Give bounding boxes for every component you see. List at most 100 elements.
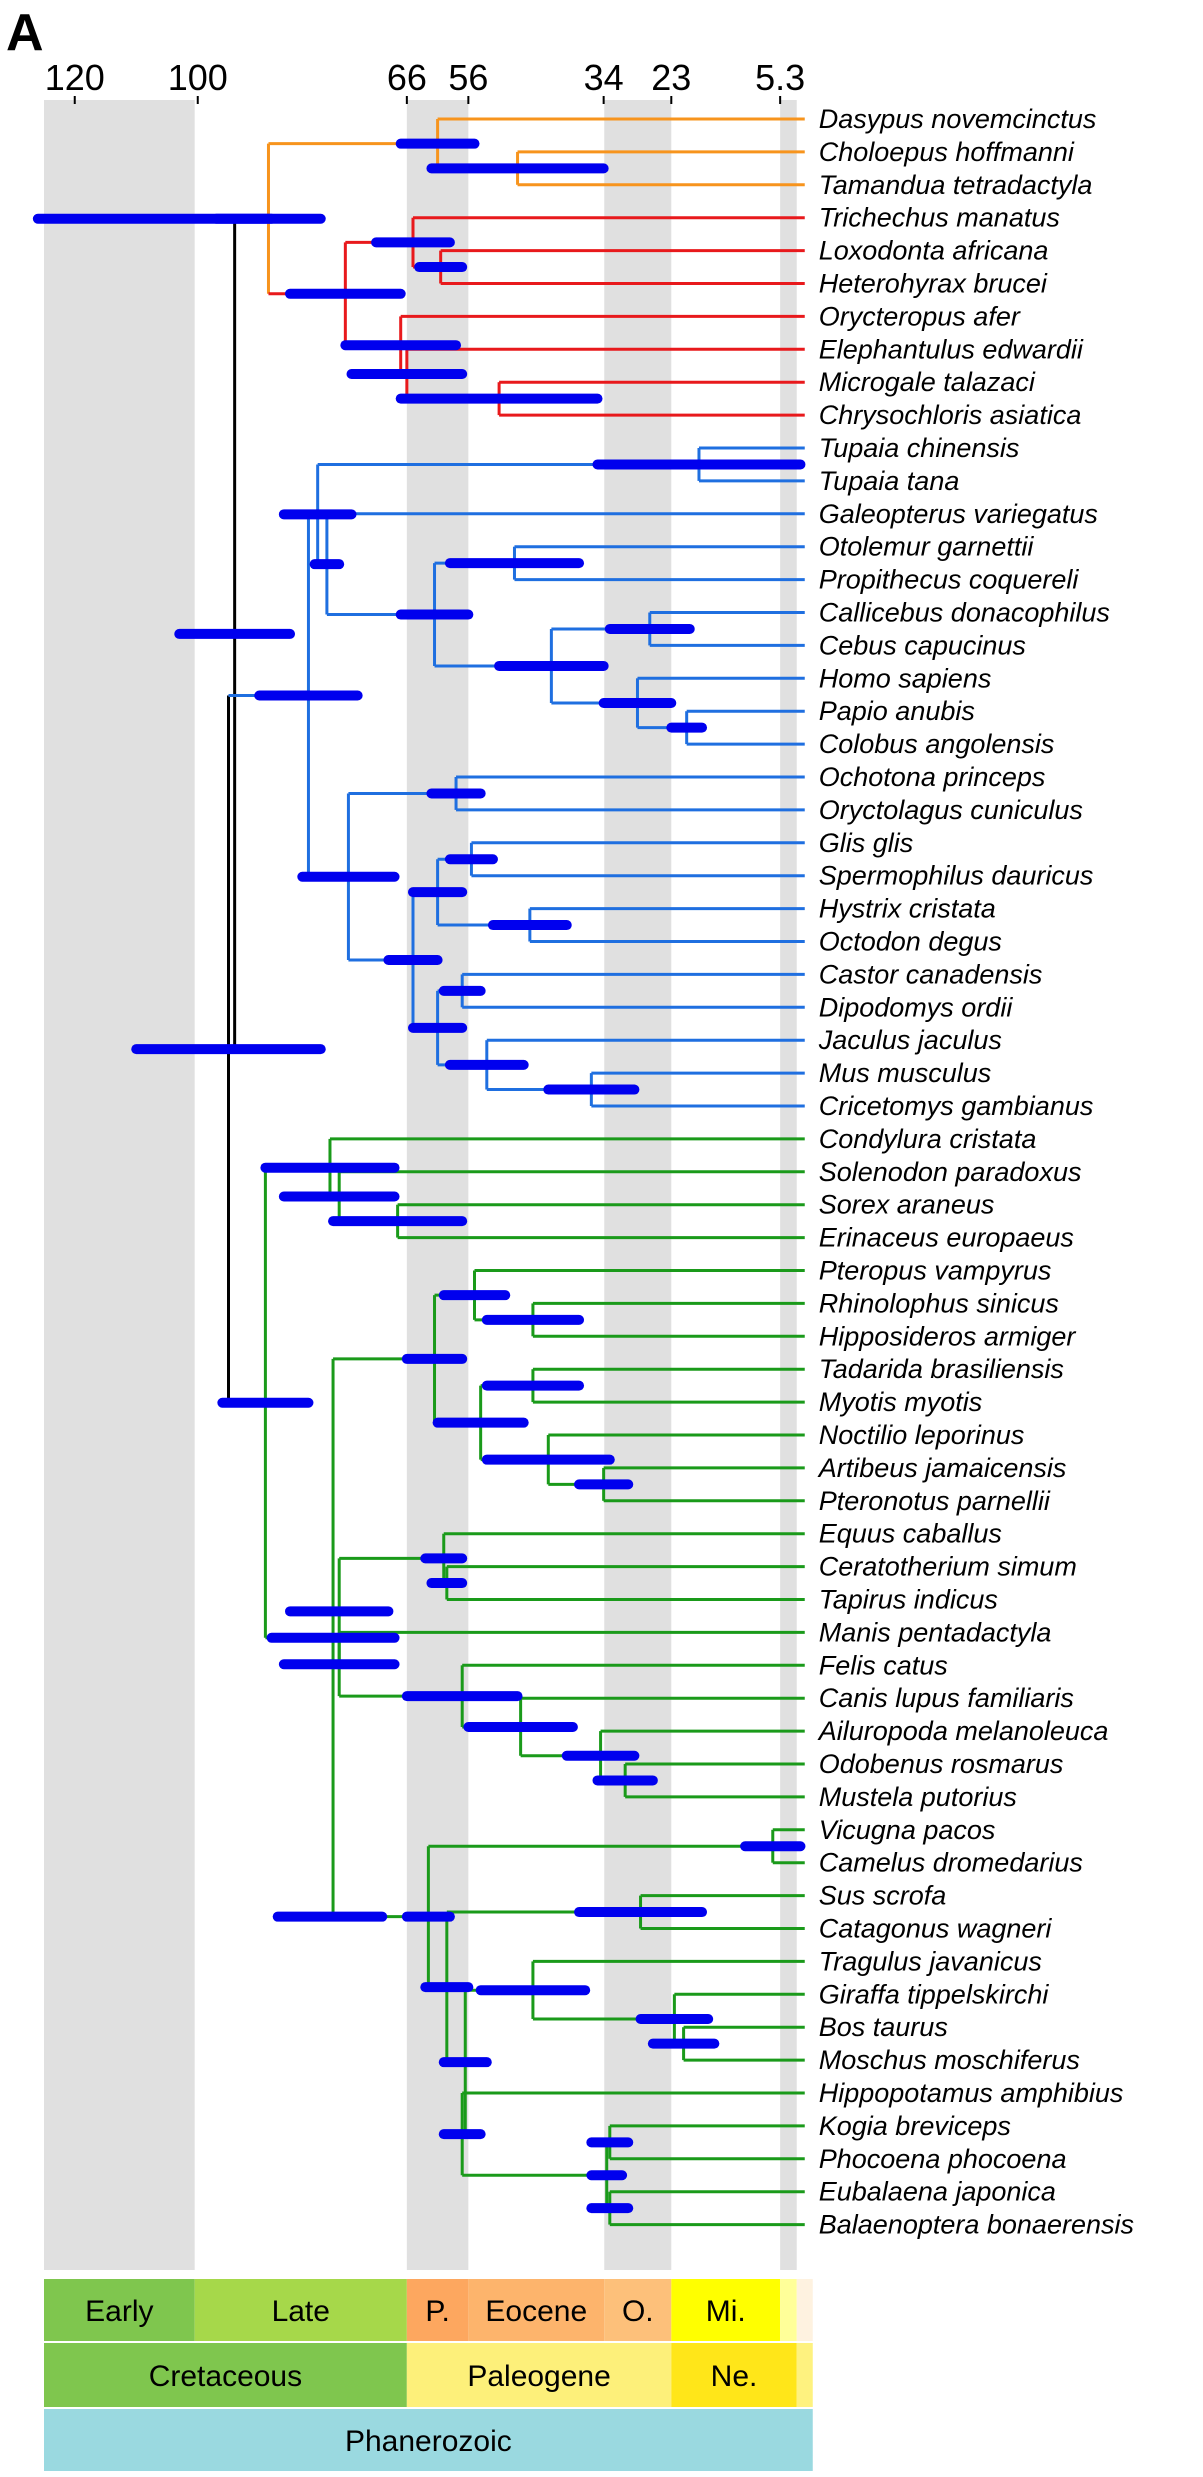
taxon-label: Manis pentadactyla — [819, 1617, 1052, 1647]
shade-oligocene — [604, 100, 672, 2270]
taxon-label: Pteronotus parnellii — [819, 1486, 1051, 1516]
period-band — [796, 2343, 813, 2407]
taxon-label: Hippopotamus amphibius — [819, 2078, 1124, 2108]
taxon-label: Giraffa tippelskirchi — [819, 1979, 1050, 2009]
time-axis: 120 100 66 56 34 23 5.3 — [45, 57, 805, 104]
taxon-label: Catagonus wagneri — [819, 1914, 1053, 1944]
taxon-label: Oryctolagus cuniculus — [819, 795, 1083, 825]
taxon-label: Propithecus coquereli — [819, 565, 1080, 595]
taxon-label: Rhinolophus sinicus — [819, 1288, 1059, 1318]
taxon-label: Mustela putorius — [819, 1782, 1017, 1812]
taxon-label: Sorex araneus — [819, 1190, 995, 1220]
taxon-label: Artibeus jamaicensis — [817, 1453, 1067, 1483]
taxon-label: Cebus capucinus — [819, 630, 1026, 660]
axis-tick-label: 100 — [168, 57, 228, 98]
period-label: Paleogene — [467, 2360, 610, 2393]
taxon-label: Spermophilus dauricus — [819, 861, 1094, 891]
taxon-label: Noctilio leporinus — [819, 1420, 1025, 1450]
taxon-label: Callicebus donacophilus — [819, 598, 1110, 628]
taxon-label: Glis glis — [819, 828, 914, 858]
shade-cretaceous-early — [44, 100, 195, 2270]
eon-band — [44, 2409, 813, 2471]
tree-branches — [154, 117, 805, 2227]
taxon-label: Microgale talazaci — [819, 367, 1036, 397]
taxon-label: Tapirus indicus — [819, 1585, 998, 1615]
epoch-label: Mi. — [706, 2295, 746, 2328]
epoch-band — [796, 2279, 813, 2341]
taxon-label: Papio anubis — [819, 696, 975, 726]
period-label: Cretaceous — [149, 2360, 302, 2393]
geologic-interval-shading — [44, 100, 797, 2270]
taxon-label: Moschus moschiferus — [819, 2045, 1080, 2075]
taxon-label: Trichechus manatus — [819, 203, 1060, 233]
epoch-band — [44, 2279, 195, 2341]
period-band — [44, 2343, 407, 2407]
panel-label: A — [6, 4, 44, 62]
taxon-label: Ceratotherium simum — [819, 1552, 1077, 1582]
confidence-interval-bars — [32, 138, 806, 2214]
taxon-label: Tamandua tetradactyla — [819, 170, 1093, 200]
taxon-label: Loxodonta africana — [819, 236, 1049, 266]
taxon-label: Tupaia chinensis — [819, 433, 1020, 463]
taxon-label: Equus caballus — [819, 1519, 1002, 1549]
taxon-label: Hipposideros armiger — [819, 1321, 1077, 1351]
taxon-label: Ailuropoda melanoleuca — [817, 1716, 1109, 1746]
taxon-label: Dasypus novemcinctus — [819, 104, 1097, 134]
taxon-label: Odobenus rosmarus — [819, 1749, 1064, 1779]
epoch-band — [671, 2279, 781, 2341]
taxon-label: Jaculus jaculus — [818, 1025, 1002, 1055]
taxon-label: Hystrix cristata — [819, 894, 996, 924]
taxon-label: Castor canadensis — [819, 959, 1043, 989]
taxon-label: Dipodomys ordii — [819, 992, 1014, 1022]
taxon-label: Kogia breviceps — [819, 2111, 1011, 2141]
taxon-label: Balaenoptera bonaerensis — [819, 2210, 1134, 2240]
taxon-label: Myotis myotis — [819, 1387, 983, 1417]
epoch-band — [194, 2279, 407, 2341]
shade-pliocene — [780, 100, 797, 2270]
period-band — [406, 2343, 672, 2407]
taxon-label: Mus musculus — [819, 1058, 992, 1088]
taxon-label: Tupaia tana — [819, 466, 960, 496]
shade-paleocene — [406, 100, 469, 2270]
axis-tick-label: 34 — [584, 57, 624, 98]
epoch-band — [780, 2279, 797, 2341]
taxon-label: Bos taurus — [819, 2012, 948, 2042]
taxon-label: Vicugna pacos — [819, 1815, 996, 1845]
epoch-label: Eocene — [485, 2295, 587, 2328]
taxon-label: Ochotona princeps — [819, 762, 1046, 792]
taxon-label: Galeopterus variegatus — [819, 499, 1098, 529]
taxon-label: Camelus dromedarius — [819, 1848, 1083, 1878]
axis-tick-label: 120 — [45, 57, 105, 98]
taxon-label: Octodon degus — [819, 927, 1002, 957]
axis-tick-label: 66 — [387, 57, 427, 98]
taxon-label: Felis catus — [819, 1650, 948, 1680]
epoch-label: Late — [272, 2295, 330, 2328]
taxon-label: Heterohyrax brucei — [819, 269, 1048, 299]
period-label: Ne. — [711, 2360, 758, 2393]
taxon-label: Canis lupus familiaris — [819, 1683, 1074, 1713]
taxon-label: Otolemur garnettii — [819, 532, 1035, 562]
geologic-timescale: Early Late P. Eocene O. Mi. Cretaceous Paleogen… — [44, 2279, 813, 2471]
epoch-label: P. — [425, 2295, 449, 2328]
taxon-label: Homo sapiens — [819, 663, 992, 693]
axis-tick-label: 56 — [448, 57, 488, 98]
axis-tick-label: 23 — [651, 57, 691, 98]
taxon-label: Condylura cristata — [819, 1124, 1037, 1154]
taxon-label: Tragulus javanicus — [819, 1946, 1042, 1976]
epoch-band — [604, 2279, 672, 2341]
taxon-label: Orycteropus afer — [819, 301, 1021, 331]
taxon-label: Eubalaena japonica — [819, 2177, 1056, 2207]
axis-tick-label: 5.3 — [755, 57, 805, 98]
eon-label: Phanerozoic — [345, 2425, 512, 2458]
taxon-label: Erinaceus europaeus — [819, 1223, 1074, 1253]
epoch-band — [406, 2279, 469, 2341]
period-band — [671, 2343, 797, 2407]
epoch-label: Early — [85, 2295, 153, 2328]
taxon-label: Solenodon paradoxus — [819, 1157, 1082, 1187]
taxon-label: Chrysochloris asiatica — [819, 400, 1082, 430]
taxon-label: Phocoena phocoena — [819, 2144, 1067, 2174]
taxon-label: Sus scrofa — [819, 1881, 947, 1911]
taxon-label: Elephantulus edwardii — [819, 334, 1084, 364]
